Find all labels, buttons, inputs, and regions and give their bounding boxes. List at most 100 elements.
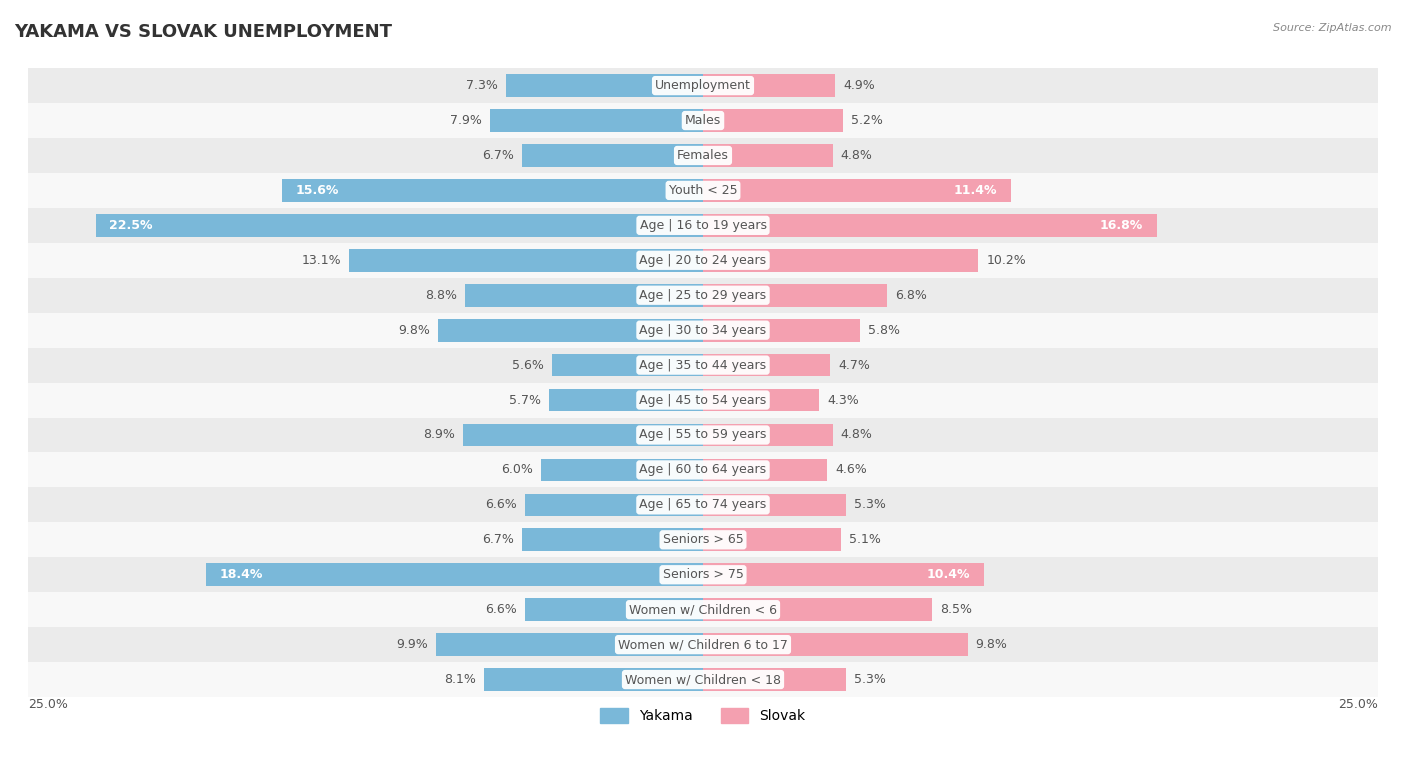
Text: 13.1%: 13.1% xyxy=(302,254,342,266)
Text: Males: Males xyxy=(685,114,721,127)
Bar xyxy=(703,319,859,341)
Bar xyxy=(436,634,703,656)
Text: 22.5%: 22.5% xyxy=(110,219,153,232)
Bar xyxy=(703,179,1011,202)
Text: 6.6%: 6.6% xyxy=(485,603,517,616)
Text: Age | 20 to 24 years: Age | 20 to 24 years xyxy=(640,254,766,266)
Bar xyxy=(96,214,703,237)
Text: 15.6%: 15.6% xyxy=(295,184,339,197)
Legend: Yakama, Slovak: Yakama, Slovak xyxy=(595,703,811,729)
Text: 8.5%: 8.5% xyxy=(941,603,973,616)
Text: Age | 45 to 54 years: Age | 45 to 54 years xyxy=(640,394,766,407)
Bar xyxy=(703,74,835,97)
Bar xyxy=(703,634,967,656)
Text: 7.3%: 7.3% xyxy=(465,79,498,92)
Text: 6.7%: 6.7% xyxy=(482,533,515,547)
Bar xyxy=(28,243,1378,278)
Text: 18.4%: 18.4% xyxy=(219,569,263,581)
Text: 5.7%: 5.7% xyxy=(509,394,541,407)
Bar xyxy=(484,668,703,691)
Bar xyxy=(28,522,1378,557)
Text: 5.8%: 5.8% xyxy=(868,324,900,337)
Text: 4.8%: 4.8% xyxy=(841,149,873,162)
Text: 25.0%: 25.0% xyxy=(28,697,67,711)
Text: 8.9%: 8.9% xyxy=(423,428,454,441)
Text: 5.1%: 5.1% xyxy=(849,533,880,547)
Text: 5.2%: 5.2% xyxy=(852,114,883,127)
Bar xyxy=(522,144,703,167)
Text: 8.8%: 8.8% xyxy=(426,288,457,302)
Bar xyxy=(28,627,1378,662)
Bar xyxy=(550,388,703,411)
Bar xyxy=(28,453,1378,488)
Text: Age | 60 to 64 years: Age | 60 to 64 years xyxy=(640,463,766,476)
Bar xyxy=(28,488,1378,522)
Text: 11.4%: 11.4% xyxy=(953,184,997,197)
Bar xyxy=(28,208,1378,243)
Text: 6.8%: 6.8% xyxy=(894,288,927,302)
Bar xyxy=(703,249,979,272)
Text: Women w/ Children 6 to 17: Women w/ Children 6 to 17 xyxy=(619,638,787,651)
Text: Age | 55 to 59 years: Age | 55 to 59 years xyxy=(640,428,766,441)
Text: 5.3%: 5.3% xyxy=(855,498,886,512)
Text: 16.8%: 16.8% xyxy=(1099,219,1143,232)
Bar xyxy=(28,68,1378,103)
Bar xyxy=(28,278,1378,313)
Text: 9.8%: 9.8% xyxy=(398,324,430,337)
Bar xyxy=(703,354,830,376)
Bar xyxy=(703,459,827,481)
Text: Age | 25 to 29 years: Age | 25 to 29 years xyxy=(640,288,766,302)
Text: 6.6%: 6.6% xyxy=(485,498,517,512)
Text: 4.8%: 4.8% xyxy=(841,428,873,441)
Bar xyxy=(439,319,703,341)
Bar xyxy=(703,284,887,307)
Bar xyxy=(703,598,932,621)
Text: 10.4%: 10.4% xyxy=(927,569,970,581)
Bar xyxy=(703,388,820,411)
Bar xyxy=(28,103,1378,138)
Bar xyxy=(524,494,703,516)
Text: Females: Females xyxy=(678,149,728,162)
Bar xyxy=(28,418,1378,453)
Bar xyxy=(703,424,832,447)
Text: 10.2%: 10.2% xyxy=(987,254,1026,266)
Text: Seniors > 75: Seniors > 75 xyxy=(662,569,744,581)
Text: YAKAMA VS SLOVAK UNEMPLOYMENT: YAKAMA VS SLOVAK UNEMPLOYMENT xyxy=(14,23,392,41)
Bar xyxy=(28,173,1378,208)
Text: 9.9%: 9.9% xyxy=(396,638,427,651)
Bar xyxy=(541,459,703,481)
Text: 8.1%: 8.1% xyxy=(444,673,477,686)
Text: 4.3%: 4.3% xyxy=(827,394,859,407)
Text: Women w/ Children < 18: Women w/ Children < 18 xyxy=(626,673,780,686)
Text: Age | 16 to 19 years: Age | 16 to 19 years xyxy=(640,219,766,232)
Bar xyxy=(463,424,703,447)
Bar xyxy=(349,249,703,272)
Text: Unemployment: Unemployment xyxy=(655,79,751,92)
Bar xyxy=(703,109,844,132)
Text: 6.0%: 6.0% xyxy=(501,463,533,476)
Text: 7.9%: 7.9% xyxy=(450,114,482,127)
Bar xyxy=(524,598,703,621)
Bar xyxy=(465,284,703,307)
Text: Seniors > 65: Seniors > 65 xyxy=(662,533,744,547)
Text: Source: ZipAtlas.com: Source: ZipAtlas.com xyxy=(1274,23,1392,33)
Bar xyxy=(703,563,984,586)
Text: Age | 65 to 74 years: Age | 65 to 74 years xyxy=(640,498,766,512)
Text: 4.7%: 4.7% xyxy=(838,359,870,372)
Bar xyxy=(703,214,1157,237)
Bar xyxy=(703,668,846,691)
Bar xyxy=(28,313,1378,347)
Bar xyxy=(28,557,1378,592)
Bar xyxy=(551,354,703,376)
Bar xyxy=(28,382,1378,418)
Text: 9.8%: 9.8% xyxy=(976,638,1008,651)
Bar xyxy=(703,144,832,167)
Bar xyxy=(489,109,703,132)
Text: 25.0%: 25.0% xyxy=(1339,697,1378,711)
Text: Age | 35 to 44 years: Age | 35 to 44 years xyxy=(640,359,766,372)
Bar xyxy=(207,563,703,586)
Bar xyxy=(281,179,703,202)
Text: 5.6%: 5.6% xyxy=(512,359,544,372)
Text: 4.6%: 4.6% xyxy=(835,463,868,476)
Text: Youth < 25: Youth < 25 xyxy=(669,184,737,197)
